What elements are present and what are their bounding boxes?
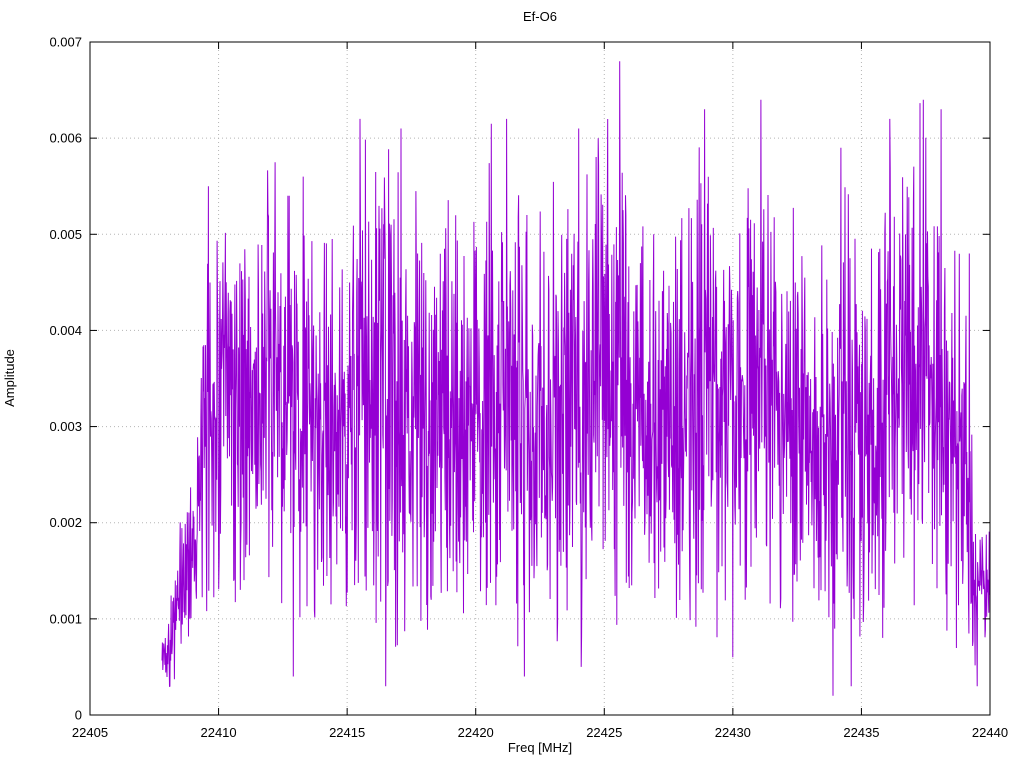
y-tick-label: 0.007 [49, 35, 82, 50]
series-line [161, 61, 991, 696]
y-tick-label: 0.001 [49, 611, 82, 626]
x-tick-label: 22440 [972, 725, 1008, 740]
y-tick-label: 0.003 [49, 419, 82, 434]
x-tick-label: 22420 [458, 725, 494, 740]
y-tick-label: 0.004 [49, 323, 82, 338]
tick-label-layer: 22405 22410 22415 22420 22425 22430 22435 22440… [49, 35, 1008, 741]
chart-title: Ef-O6 [523, 9, 557, 24]
y-tick-label: 0.002 [49, 515, 82, 530]
x-tick-label: 22425 [586, 725, 622, 740]
x-tick-label: 22405 [72, 725, 108, 740]
x-tick-label: 22415 [329, 725, 365, 740]
y-axis-label: Amplitude [2, 349, 17, 407]
x-axis-label: Freq [MHz] [508, 740, 572, 755]
x-tick-label: 22430 [715, 725, 751, 740]
tick-layer [89, 41, 991, 716]
y-tick-label: 0.005 [49, 227, 82, 242]
x-tick-label: 22435 [843, 725, 879, 740]
x-tick-label: 22410 [200, 725, 236, 740]
plot-border [89, 41, 991, 716]
y-tick-label: 0.006 [49, 131, 82, 146]
y-tick-label: 0 [75, 708, 82, 723]
